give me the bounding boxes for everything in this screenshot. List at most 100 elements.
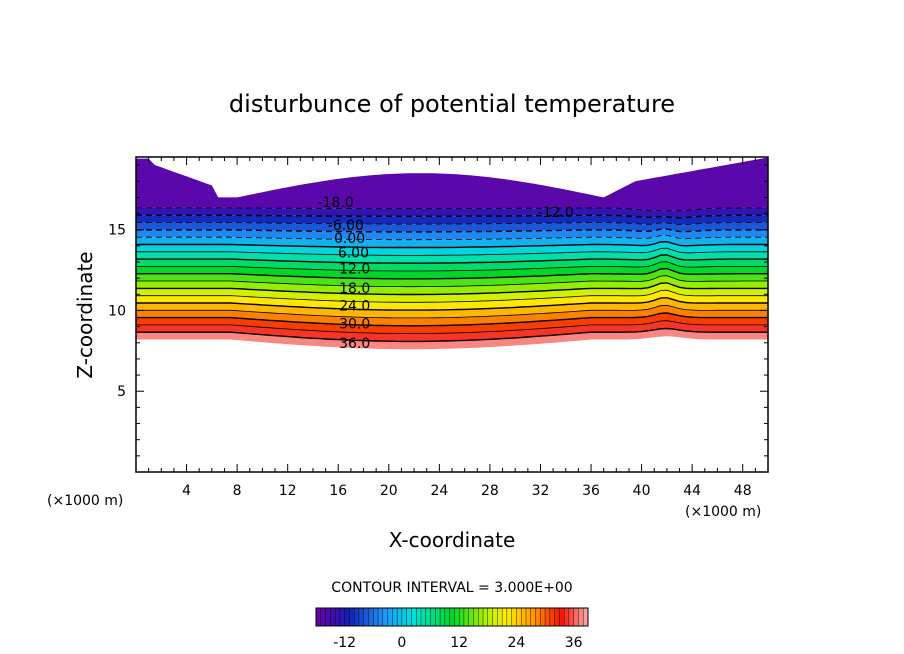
colorbar-cell (401, 607, 408, 627)
contour-line (136, 254, 768, 264)
colorbar-cell (339, 607, 346, 627)
colorbar-cell (554, 607, 560, 627)
contour-line (136, 289, 768, 303)
x-axis-ticks: 4 8 12 16 20 24 28 32 36 40 44 48 (148, 157, 756, 499)
contour-label: -18.0 (318, 195, 354, 211)
contour-line (136, 304, 768, 319)
colorbar-tick-label: 0 (397, 635, 406, 651)
colorbar-cell (563, 607, 570, 627)
contour-lines (136, 207, 768, 343)
chart-title: disturbunce of potential temperature (229, 90, 675, 118)
contour-label: -12.0 (538, 205, 574, 221)
contour-label: 12.0 (339, 261, 370, 277)
colorbar-labels: -12 0 12 24 36 (333, 635, 582, 651)
color-band (136, 290, 768, 311)
contour-label: 0.00 (334, 231, 365, 247)
colorbar-cell (373, 607, 379, 627)
contour-label: 30.0 (339, 316, 370, 332)
contour-label: 24.0 (339, 299, 370, 315)
colorbar-tick-label: 24 (508, 635, 526, 651)
contour-line (136, 282, 768, 296)
contour-line (136, 327, 768, 343)
colorbar-cell (497, 607, 503, 627)
colorbar-cell (358, 607, 365, 627)
colorbar-cell (444, 607, 451, 627)
colorbar-cells (315, 607, 589, 627)
colorbar-cell (420, 607, 427, 627)
colorbar-cell (382, 607, 389, 627)
x-tick-label: 8 (233, 483, 242, 499)
x-axis-unit-left: (×1000 m) (47, 493, 123, 509)
colorbar-cell (406, 607, 412, 627)
contour-line (136, 312, 768, 327)
contour-line (136, 320, 768, 335)
colorbar-cell (463, 607, 470, 627)
color-band (136, 215, 768, 225)
colorbar-cell (353, 607, 360, 627)
colorbar-cell (458, 607, 465, 627)
x-tick-label: 40 (633, 483, 651, 499)
colorbar-cell (363, 607, 369, 627)
y-axis-ticks: 5 10 15 (108, 164, 768, 457)
colorbar-cell (320, 607, 327, 627)
colorbar-cell (487, 607, 494, 627)
contour-label: 36.0 (339, 336, 370, 352)
colorbar-cell (330, 607, 336, 627)
colorbar-cell (516, 607, 522, 627)
color-band (136, 320, 768, 342)
colorbar-tick-label: 36 (565, 635, 583, 651)
colorbar-cell (573, 607, 579, 627)
contour-line (136, 240, 768, 249)
colorbar-frame (315, 607, 589, 627)
colorbar-cell (344, 607, 350, 627)
colorbar-cell (392, 607, 398, 627)
color-band (136, 157, 768, 211)
contour-label: 6.00 (338, 245, 369, 261)
colorbar-cell (430, 607, 436, 627)
contour-line (136, 275, 768, 288)
x-tick-label: 4 (182, 483, 191, 499)
color-band (136, 297, 768, 318)
colorbar-cell (439, 607, 446, 627)
colorbar-cell (492, 607, 498, 627)
contour-line (136, 247, 768, 256)
colorbar-tick-label: -12 (333, 635, 356, 651)
colorbar-cell (368, 607, 374, 627)
y-tick-label: 10 (108, 303, 126, 319)
y-axis-title: Z-coordinate (73, 251, 97, 378)
colorbar-cell (559, 607, 565, 627)
colorbar-cell (525, 607, 532, 627)
colorbar-cell (411, 607, 417, 627)
x-tick-label: 12 (279, 483, 297, 499)
colorbar-cell (435, 607, 441, 627)
colorbar-cell (549, 607, 556, 627)
x-axis-unit-right: (×1000 m) (685, 504, 761, 520)
contour-label: 18.0 (339, 281, 370, 297)
colorbar-cell (568, 607, 575, 627)
colorbar-cell (530, 607, 537, 627)
colorbar-cell (578, 607, 584, 627)
colorbar-cell (468, 607, 474, 627)
colorbar-cell (396, 607, 403, 627)
colorbar-cell (454, 607, 460, 627)
colorbar-cell (478, 607, 484, 627)
contour-label: -6.00 (328, 218, 364, 234)
colorbar-cell (377, 607, 384, 627)
contour-line (136, 261, 768, 272)
colorbar-cell (416, 607, 422, 627)
x-tick-label: 44 (683, 483, 701, 499)
x-tick-label: 48 (734, 483, 752, 499)
colorbar-cell (544, 607, 551, 627)
colorbar-cell (482, 607, 489, 627)
contour-line (136, 222, 768, 226)
y-tick-label: 5 (117, 384, 126, 400)
contour-line (136, 234, 768, 241)
contour-line (136, 207, 768, 212)
colorbar-cell (349, 607, 355, 627)
colorbar-tick-label: 12 (450, 635, 468, 651)
x-tick-label: 20 (380, 483, 398, 499)
colorbar-cell (387, 607, 393, 627)
colorbar-cell (540, 607, 546, 627)
